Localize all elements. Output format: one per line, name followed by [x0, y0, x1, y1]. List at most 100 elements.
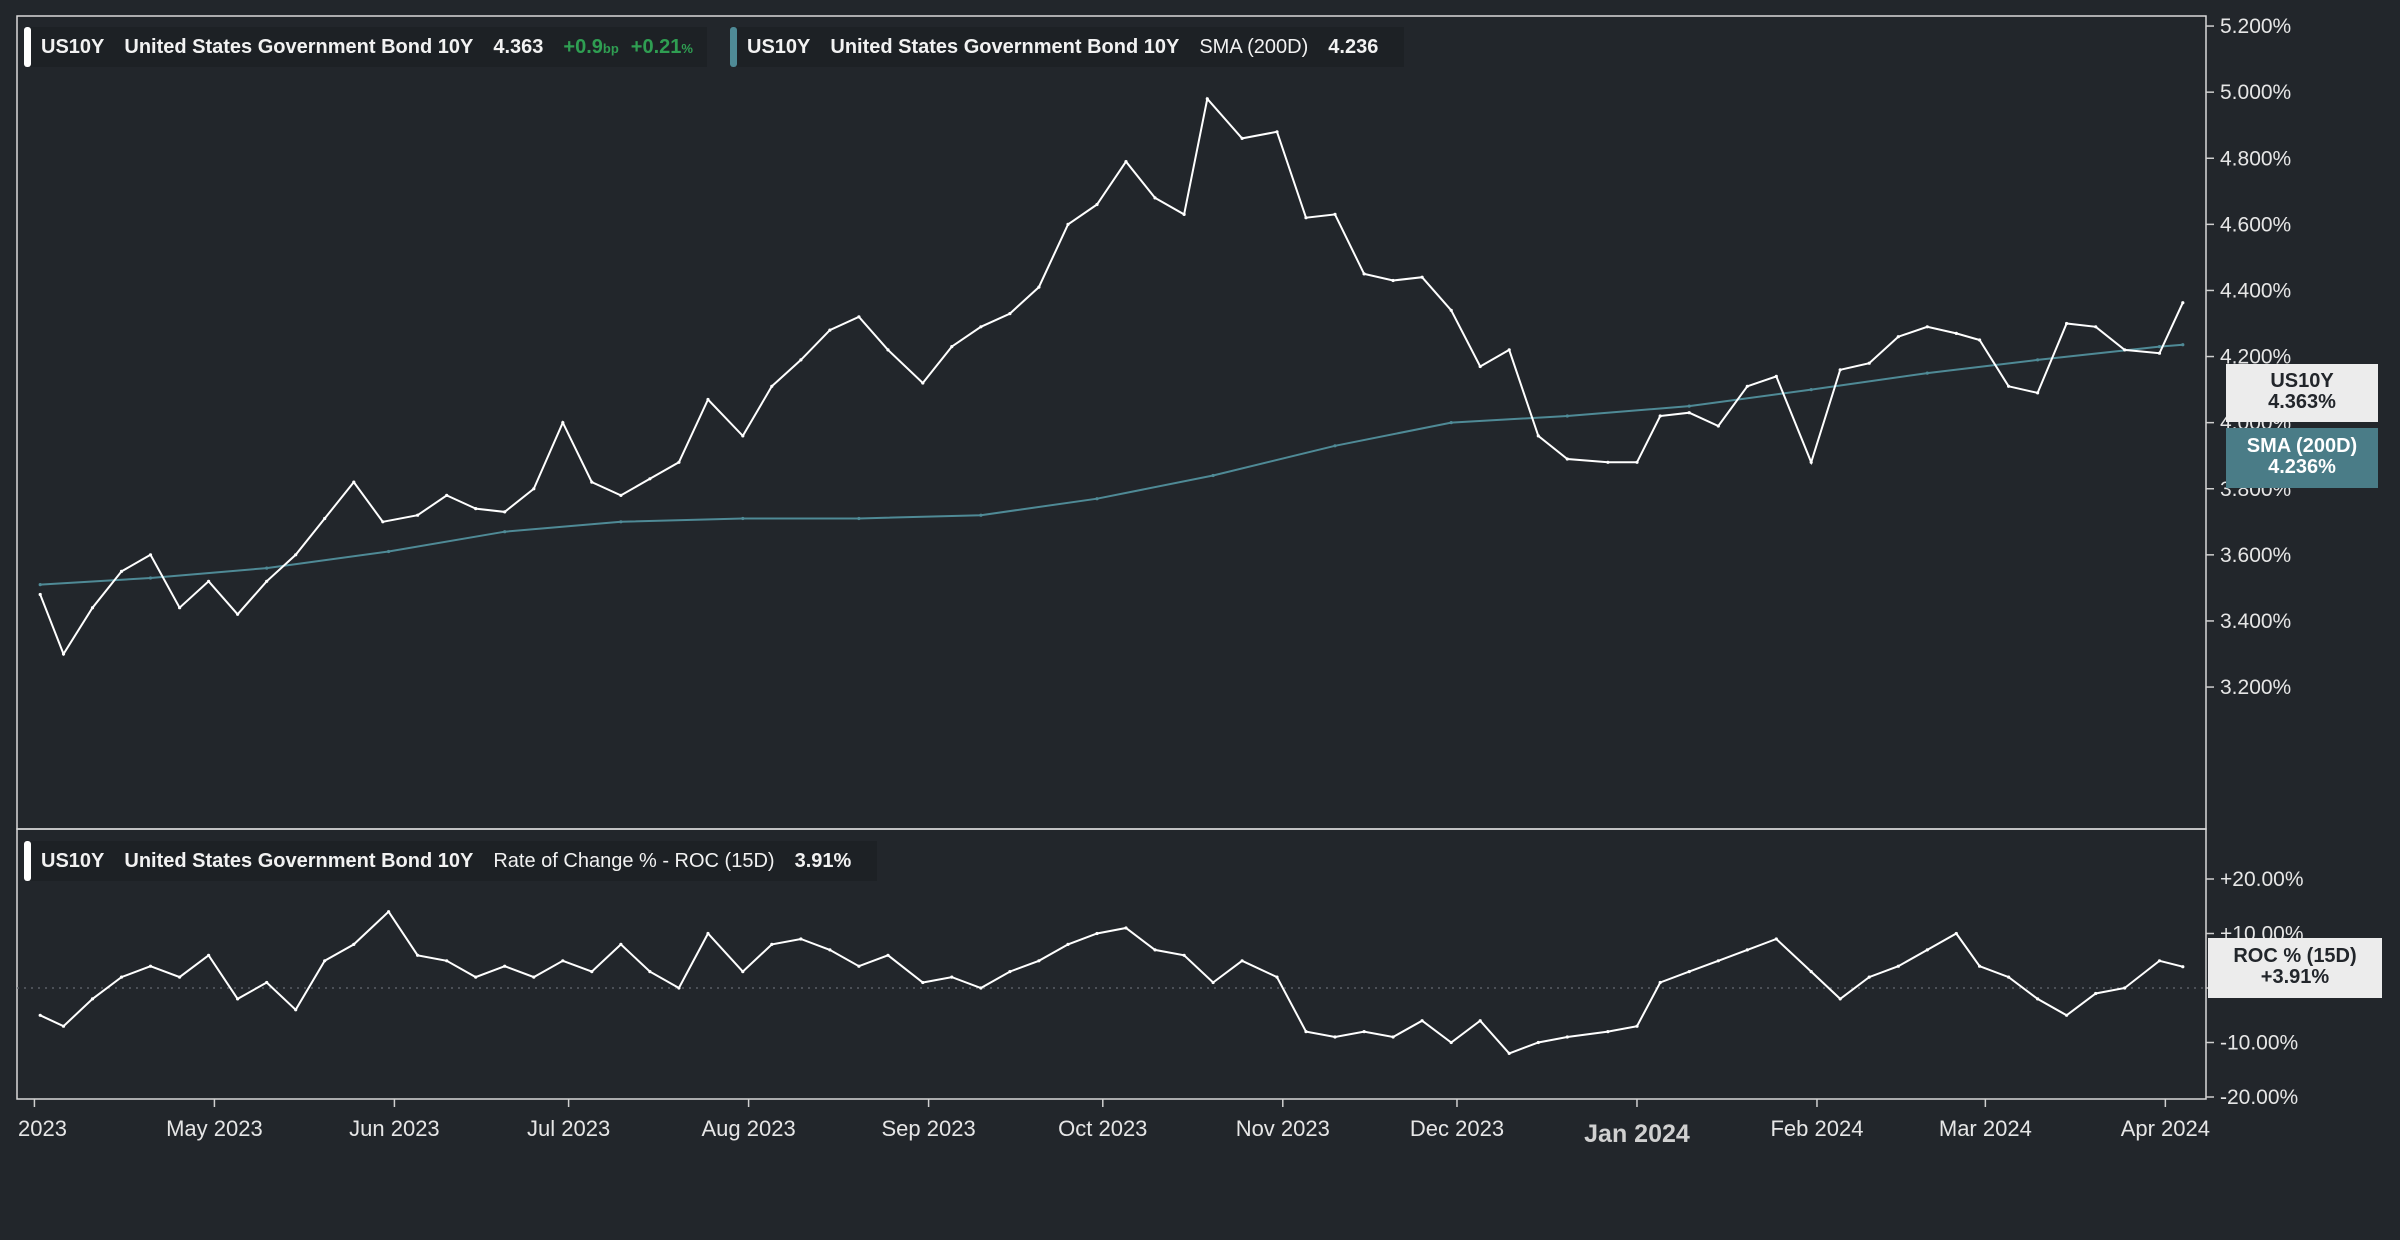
us10y-point: [2181, 301, 2185, 305]
roc-point: [561, 959, 565, 963]
us10y-point: [706, 397, 710, 402]
us10y-point: [770, 384, 774, 388]
sma-points: [38, 343, 2185, 587]
us10y-point: [1095, 202, 1099, 207]
roc-point: [1838, 997, 1842, 1001]
sma-point: [2036, 358, 2040, 362]
legend-indicator: Rate of Change % - ROC (15D): [493, 849, 775, 872]
us10y-point: [294, 553, 298, 557]
sma-point: [387, 549, 391, 554]
roc-point: [1391, 1035, 1395, 1039]
us10y-point: [352, 480, 356, 484]
us10y-point: [207, 579, 211, 583]
us10y-point: [741, 434, 745, 438]
roc-point: [236, 997, 240, 1001]
sma-series-line: [40, 343, 2183, 586]
roc-point: [799, 937, 803, 941]
sma-point: [265, 566, 269, 570]
us10y-point: [2094, 325, 2098, 329]
roc-point: [1275, 975, 1279, 979]
sma-price-tag: SMA (200D) 4.236%: [2226, 428, 2378, 488]
time-axis-tick-label: Aug 2023: [702, 1116, 796, 1141]
us10y-point: [532, 487, 536, 491]
legend-value: 4.363: [493, 35, 544, 58]
us10y-point: [503, 510, 507, 514]
us10y-point: [178, 606, 182, 610]
roc-point: [828, 948, 832, 952]
sma-point: [38, 583, 42, 587]
time-axis-tick-label: Mar 2024: [1939, 1116, 2032, 1141]
legend-roc[interactable]: US10Y United States Government Bond 10Y …: [24, 841, 878, 881]
us10y-point: [1124, 160, 1128, 164]
us10y-point: [1507, 348, 1511, 352]
roc-point: [619, 942, 623, 947]
sma-point: [1449, 421, 1453, 425]
us10y-point: [1606, 460, 1610, 464]
roc-point: [979, 986, 983, 990]
sma-point: [1095, 497, 1099, 501]
roc-point: [445, 959, 449, 963]
price-axis-tick-label: 5.200%: [2220, 15, 2291, 38]
roc-point: [2065, 1013, 2069, 1017]
roc-point: [1449, 1040, 1453, 1045]
roc-point: [2157, 959, 2162, 963]
us10y-point: [61, 652, 66, 656]
us10y-point: [38, 592, 42, 597]
roc-point: [1716, 959, 1720, 963]
legend-value: 3.91%: [794, 849, 852, 872]
roc-point: [1867, 975, 1871, 979]
roc-point: [921, 980, 925, 985]
roc-point: [706, 931, 710, 936]
legend-value: 4.236: [1328, 35, 1379, 58]
time-axis-tick-label: Jun 2023: [349, 1116, 440, 1141]
roc-point: [677, 986, 681, 990]
price-axis-tick-label: 4.400%: [2220, 279, 2291, 302]
price-axis-tick-label: 4.200%: [2220, 346, 2291, 369]
roc-value-tag: ROC % (15D) +3.91%: [2208, 938, 2382, 998]
price-pane-frame: [16, 15, 2207, 830]
sma-point: [979, 513, 983, 517]
legend-swatch-us10y: [24, 27, 31, 67]
roc-point: [857, 964, 861, 968]
us10y-points: [38, 97, 2185, 656]
legend-change-bp: +0.9bp: [563, 35, 619, 58]
roc-point: [207, 953, 211, 957]
us10y-point: [1978, 338, 1982, 342]
us10y-point: [857, 315, 861, 319]
us10y-point: [1449, 308, 1453, 312]
us10y-point: [921, 381, 925, 385]
roc-point: [1536, 1040, 1540, 1045]
us10y-point: [1536, 434, 1540, 438]
us10y-point: [90, 606, 95, 610]
us10y-point: [1716, 424, 1720, 428]
legend-us10y[interactable]: US10Y United States Government Bond 10Y …: [24, 27, 707, 67]
roc-point: [886, 953, 890, 957]
roc-point: [1635, 1024, 1639, 1028]
roc-point: [1153, 948, 1157, 952]
legend-name: United States Government Bond 10Y: [124, 35, 474, 58]
roc-point: [503, 964, 507, 968]
roc-point: [648, 970, 652, 974]
us10y-point: [1304, 216, 1308, 220]
us10y-tag-title: US10Y: [2270, 370, 2334, 392]
sma-point: [1809, 388, 1813, 392]
time-axis-tick-label: Feb 2024: [1770, 1116, 1863, 1141]
roc-point: [38, 1013, 42, 1017]
us10y-point: [1838, 368, 1842, 372]
legend-sma[interactable]: US10Y United States Government Bond 10Y …: [730, 27, 1405, 67]
roc-point: [590, 970, 594, 974]
time-axis: 2023 May 2023 Jun 2023 Jul 2023 Aug 2023 Sep …: [18, 1099, 2210, 1148]
us10y-point: [886, 348, 890, 352]
us10y-point: [799, 358, 803, 362]
us10y-point: [1333, 212, 1337, 216]
legend-indicator: SMA (200D): [1199, 35, 1309, 58]
sma-point: [857, 516, 861, 521]
us10y-point: [561, 421, 565, 425]
us10y-price-tag: US10Y 4.363%: [2226, 364, 2378, 422]
time-axis-tick-label: Nov 2023: [1236, 1116, 1330, 1141]
roc-point: [2181, 965, 2185, 969]
roc-point: [1095, 931, 1099, 936]
roc-point: [90, 997, 95, 1001]
roc-series-line: [39, 910, 2184, 1055]
sma-tag-title: SMA (200D): [2246, 435, 2358, 457]
